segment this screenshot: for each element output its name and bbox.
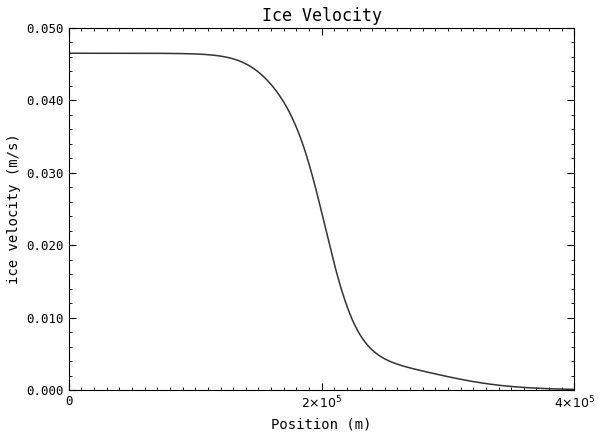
Title: Ice Velocity: Ice Velocity <box>262 7 382 25</box>
X-axis label: Position (m): Position (m) <box>272 417 372 431</box>
Y-axis label: ice velocity (m/s): ice velocity (m/s) <box>7 134 21 284</box>
